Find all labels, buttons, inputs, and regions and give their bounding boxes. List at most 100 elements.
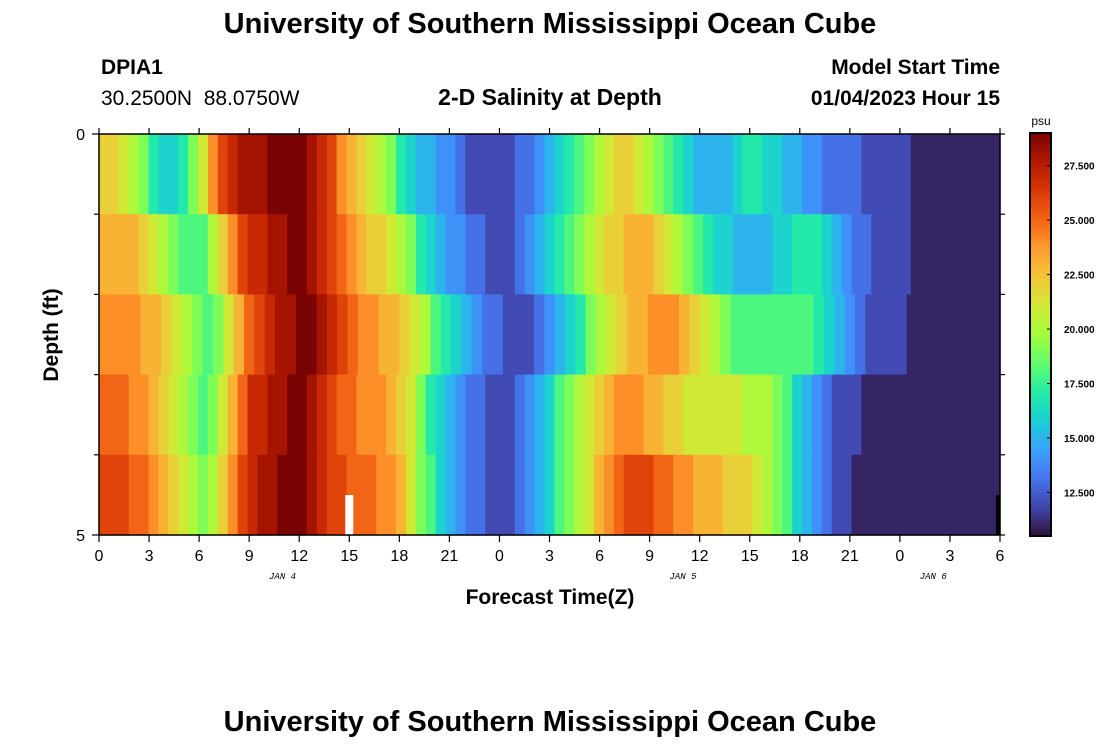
heatmap-cell	[834, 294, 846, 376]
heatmap-cell	[823, 294, 835, 376]
station-coordinates: 30.2500N 88.0750W	[101, 87, 300, 110]
x-tick-label: 3	[945, 548, 954, 565]
heatmap-cell	[871, 374, 882, 456]
colorbar-step	[1030, 297, 1051, 302]
colorbar-step	[1030, 458, 1051, 463]
colorbar-step	[1030, 159, 1051, 164]
heatmap-cell	[831, 374, 843, 456]
colorbar-step	[1030, 186, 1051, 191]
heatmap-cell	[504, 454, 516, 536]
heatmap-cell	[930, 454, 942, 536]
heatmap-cell	[504, 134, 516, 215]
heatmap-cell	[99, 454, 110, 536]
heatmap-cell	[772, 454, 783, 536]
heatmap-cell	[673, 214, 684, 295]
colorbar-step	[1030, 421, 1051, 426]
heatmap-cell	[960, 374, 971, 456]
colorbar-step	[1030, 243, 1051, 248]
heatmap-cell	[482, 294, 494, 376]
date-label: JAN 5	[669, 572, 697, 582]
heatmap-cell	[514, 134, 526, 215]
heatmap-cell	[643, 134, 655, 215]
heatmap-cell	[980, 374, 991, 456]
heatmap-cell	[554, 134, 565, 215]
heatmap-cell	[940, 134, 952, 215]
colorbar-step	[1030, 149, 1051, 154]
heatmap-cell	[396, 214, 407, 295]
colorbar-tick-label: 27.500	[1064, 162, 1095, 173]
heatmap-cell	[891, 214, 902, 295]
heatmap-cell	[247, 214, 259, 295]
x-tick-label: 9	[245, 548, 254, 565]
heatmap-cell	[643, 214, 655, 295]
heatmap-cell	[247, 134, 259, 215]
colorbar-unit: psu	[1031, 114, 1050, 128]
colorbar-step	[1030, 169, 1051, 174]
date-label: JAN 6	[920, 572, 948, 582]
heatmap-cell	[574, 214, 585, 295]
heatmap-cell	[386, 214, 397, 295]
heatmap-cell	[376, 374, 387, 456]
heatmap-cell	[306, 294, 318, 376]
heatmap-cell	[831, 214, 843, 295]
colorbar-step	[1030, 522, 1051, 527]
heatmap-cell	[108, 454, 120, 536]
heatmap-cell	[386, 374, 397, 456]
heatmap-cell	[603, 374, 615, 456]
heatmap-cell	[346, 374, 358, 456]
heatmap-cell	[627, 294, 639, 376]
heatmap-cell	[287, 374, 298, 456]
current-time-marker	[345, 495, 354, 535]
heatmap-cell	[851, 134, 862, 215]
heatmap-cell	[683, 134, 694, 215]
heatmap-cell	[623, 374, 635, 456]
x-tick-label: 6	[996, 548, 1005, 565]
station-id: DPIA1	[101, 56, 163, 79]
heatmap-cell	[930, 374, 942, 456]
colorbar-step	[1030, 529, 1051, 534]
heatmap-cell	[980, 214, 991, 295]
colorbar-step	[1030, 146, 1051, 151]
heatmap-cell	[730, 294, 742, 376]
heatmap-cell	[891, 134, 902, 215]
heatmap-cell	[138, 374, 150, 456]
heatmap-cell	[440, 294, 452, 376]
heatmap-cell	[295, 294, 307, 376]
heatmap-cell	[475, 374, 486, 456]
heatmap-cell	[534, 214, 546, 295]
colorbar-step	[1030, 294, 1051, 299]
footer-title: University of Southern Mississippi Ocean…	[223, 706, 877, 738]
heatmap-cell	[119, 294, 131, 376]
heatmap-cell	[207, 454, 219, 536]
heatmap-cell	[720, 294, 732, 376]
colorbar-step	[1030, 525, 1051, 530]
x-tick-label: 6	[195, 548, 204, 565]
heatmap-cell	[346, 134, 358, 215]
colorbar-step	[1030, 354, 1051, 359]
heatmap-cell	[297, 374, 308, 456]
heatmap-cell	[188, 454, 199, 536]
colorbar-step	[1030, 153, 1051, 158]
heatmap-cell	[663, 374, 674, 456]
heatmap-cell	[772, 294, 784, 376]
heatmap-cell	[673, 374, 684, 456]
heatmap-cell	[861, 374, 872, 456]
heatmap-cell	[623, 134, 635, 215]
x-tick-label: 18	[390, 548, 408, 565]
heatmap-cell	[940, 214, 952, 295]
heatmap-cell	[202, 294, 214, 376]
heatmap-cell	[683, 454, 694, 536]
x-tick-label: 18	[791, 548, 809, 565]
heatmap-cell	[415, 214, 427, 295]
heatmap-cell	[948, 294, 960, 376]
heatmap-cell	[99, 374, 110, 456]
colorbar-step	[1030, 304, 1051, 309]
heatmap-cell	[357, 294, 369, 376]
chart-subtitle: 2-D Salinity at Depth	[438, 84, 662, 110]
x-tick-label: 15	[340, 548, 358, 565]
heatmap-cell	[336, 454, 348, 536]
heatmap-cell	[693, 454, 704, 536]
heatmap-cell	[148, 454, 160, 536]
colorbar-step	[1030, 398, 1051, 403]
colorbar-step	[1030, 415, 1051, 420]
